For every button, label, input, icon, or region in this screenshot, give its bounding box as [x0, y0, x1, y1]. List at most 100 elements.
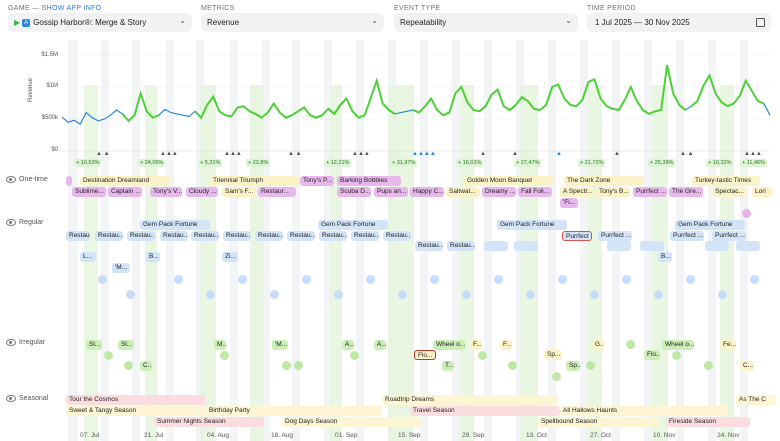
event-dot[interactable] [430, 275, 439, 284]
event-chip[interactable]: Birthday Party [206, 406, 382, 416]
event-chip[interactable]: Restau... [160, 231, 188, 241]
event-chip[interactable] [514, 241, 538, 251]
event-chip[interactable] [736, 241, 760, 251]
event-chip[interactable]: Sp... [566, 361, 580, 371]
event-dot[interactable] [686, 275, 695, 284]
event-marker[interactable]: ▲ [556, 151, 562, 157]
event-dot[interactable] [718, 290, 727, 299]
event-chip[interactable]: As The C [736, 395, 776, 405]
event-chip[interactable]: Restau... [127, 231, 155, 241]
event-chip[interactable] [705, 241, 729, 251]
event-dot[interactable] [654, 290, 663, 299]
event-dot[interactable] [552, 372, 561, 381]
event-chip[interactable]: Restaur... [258, 187, 296, 197]
event-dot[interactable] [478, 351, 487, 360]
event-chip[interactable]: Wheel o... [433, 340, 465, 350]
event-dot[interactable] [350, 351, 359, 360]
event-dot[interactable] [526, 290, 535, 299]
event-dot[interactable] [126, 290, 135, 299]
event-dot[interactable] [174, 275, 183, 284]
event-dot[interactable] [586, 361, 595, 370]
event-dot[interactable] [238, 275, 247, 284]
event-dot[interactable] [742, 209, 751, 218]
revenue-chart[interactable] [62, 52, 770, 152]
event-chip[interactable]: Fireside Season [666, 417, 750, 427]
event-dot[interactable] [704, 361, 713, 370]
event-dot[interactable] [334, 290, 343, 299]
event-chip[interactable]: F... [470, 340, 482, 350]
event-chip[interactable]: Restau... [447, 241, 475, 251]
event-dot[interactable] [626, 340, 635, 349]
event-chip[interactable]: Barking Bobbies [337, 176, 401, 186]
event-dot[interactable] [220, 351, 229, 360]
event-dot[interactable] [366, 275, 375, 284]
event-chip[interactable]: F... [500, 340, 512, 350]
event-chip[interactable]: Dreamy ... [482, 187, 516, 197]
event-chip[interactable]: M... [214, 340, 226, 350]
event-chip[interactable]: Restau... [383, 231, 411, 241]
event-chip[interactable]: Scuba D... [337, 187, 371, 197]
section-toggle-one-time[interactable]: One-time [6, 176, 48, 183]
event-chip[interactable]: Sp... [544, 350, 562, 360]
event-chip[interactable]: Tour the Cosmos [66, 395, 206, 405]
event-chip[interactable]: Golden Moon Banquet [464, 176, 554, 186]
event-dot[interactable] [270, 290, 279, 299]
event-chip[interactable]: T... [442, 361, 454, 371]
event-chip[interactable]: Zi... [222, 252, 238, 262]
event-chip[interactable]: 'M... [112, 263, 130, 273]
event-chip[interactable] [640, 241, 664, 251]
event-chip[interactable]: Spectac... [712, 187, 746, 197]
event-dot[interactable] [750, 275, 759, 284]
event-marker[interactable]: ▲▲▲▲ [412, 151, 436, 157]
event-dot[interactable] [294, 361, 303, 370]
event-chip[interactable]: Purrfect ... [712, 231, 746, 241]
event-chip[interactable]: Wheel o... [662, 340, 694, 350]
event-chip[interactable]: C... [740, 361, 754, 371]
event-chip[interactable]: Restau... [287, 231, 315, 241]
event-chip[interactable]: Restau... [319, 231, 347, 241]
event-chip[interactable]: Roadtrip Dreams [382, 395, 558, 405]
event-type-select[interactable]: Repeatability ⌄ [394, 13, 578, 32]
event-chip[interactable]: Gem Pack Fortune [140, 220, 210, 230]
event-chip[interactable]: Restaurant [66, 231, 90, 241]
show-app-info-link[interactable]: SHOW APP INFO [41, 5, 102, 12]
event-chip[interactable]: 'M... [272, 340, 288, 350]
event-chip[interactable]: Purrfect ... [633, 187, 667, 197]
event-chip[interactable]: All Hallows Haunts [560, 406, 728, 416]
event-chip[interactable]: Restau... [191, 231, 219, 241]
event-chip[interactable]: G... [592, 340, 604, 350]
event-chip[interactable]: Destination Dreamland [80, 176, 170, 186]
event-chip[interactable]: Gem Pack Fortune [675, 220, 745, 230]
event-dot[interactable] [206, 290, 215, 299]
event-marker[interactable]: ▲ [614, 151, 620, 157]
event-chip[interactable]: 'Fi... [560, 198, 578, 208]
event-dot[interactable] [508, 361, 517, 370]
event-dot[interactable] [494, 275, 503, 284]
event-chip[interactable]: Sweet & Tangy Season [66, 406, 206, 416]
event-chip[interactable]: Restau... [95, 231, 123, 241]
event-marker[interactable]: ▲ [480, 151, 486, 157]
section-toggle-seasonal[interactable]: Seasonal [6, 395, 48, 402]
event-chip[interactable] [66, 176, 72, 186]
event-marker[interactable]: ▲ [512, 151, 518, 157]
event-chip[interactable]: Sl... [86, 340, 102, 350]
event-chip[interactable]: Triennial Triumph [210, 176, 300, 186]
event-chip[interactable]: The Dark Zone [564, 176, 644, 186]
event-dot[interactable] [462, 290, 471, 299]
event-dot[interactable] [590, 290, 599, 299]
event-marker[interactable]: ▲ ▲ [96, 151, 110, 157]
event-chip[interactable]: Purrfect ... [598, 231, 632, 241]
event-chip[interactable]: Tony's B... [596, 187, 630, 197]
event-chip[interactable]: Restau... [351, 231, 379, 241]
event-marker[interactable]: ▲▲▲ [160, 151, 178, 157]
event-dot[interactable] [282, 361, 291, 370]
event-chip[interactable]: Purrfect ... [670, 231, 704, 241]
event-chip[interactable]: Summer Nights Season [154, 417, 264, 427]
event-chip[interactable]: Happy C... [410, 187, 444, 197]
event-chip[interactable]: Pups an... [374, 187, 408, 197]
event-chip[interactable]: Fe... [720, 340, 736, 350]
event-chip[interactable]: A... [342, 340, 354, 350]
event-chip[interactable]: Purrfect ... [562, 231, 592, 241]
event-chip[interactable]: Tony's V... [150, 187, 182, 197]
event-chip[interactable] [484, 241, 508, 251]
